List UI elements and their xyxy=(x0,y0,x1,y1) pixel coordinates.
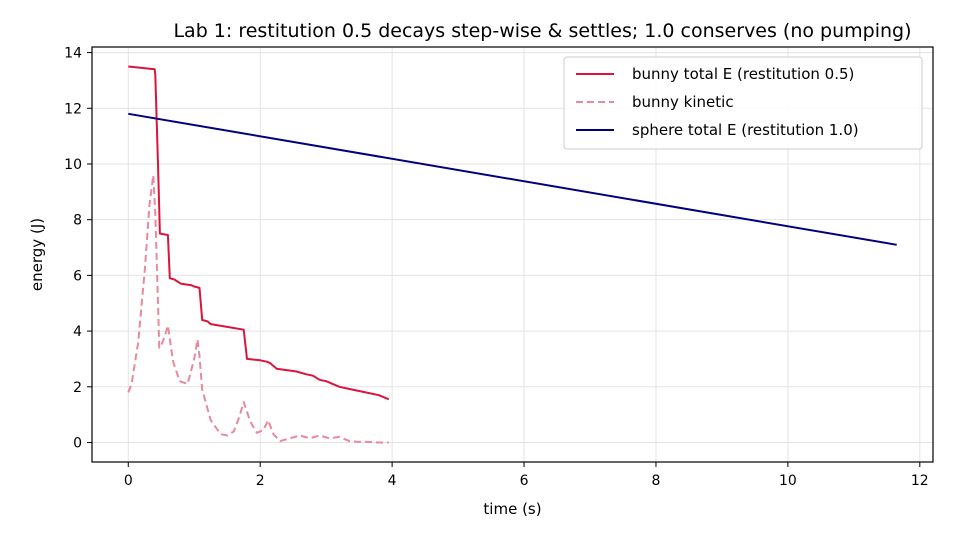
chart-title: Lab 1: restitution 0.5 decays step-wise … xyxy=(173,20,911,42)
series-line-sphere-total xyxy=(128,112,897,246)
x-tick-label: 8 xyxy=(652,473,661,489)
y-tick-label: 8 xyxy=(73,213,82,229)
x-axis-label: time (s) xyxy=(483,500,541,518)
y-tick-label: 4 xyxy=(73,324,82,340)
y-tick-label: 2 xyxy=(73,380,82,396)
series-line-bunny-total xyxy=(128,65,390,401)
y-tick-label: 6 xyxy=(73,268,82,284)
x-tick-label: 4 xyxy=(388,473,397,489)
x-tick-label: 10 xyxy=(779,473,797,489)
y-tick-label: 0 xyxy=(73,436,82,452)
y-tick-label: 10 xyxy=(64,157,82,173)
axis-ticks: 0 2 4 6 8 10 12 0 2 4 6 8 10 12 14 xyxy=(64,46,929,489)
x-tick-label: 12 xyxy=(911,473,929,489)
legend-label-sphere-total: sphere total E (restitution 1.0) xyxy=(632,121,859,139)
legend-label-bunny-kinetic: bunny kinetic xyxy=(632,93,734,111)
legend-box xyxy=(563,56,923,150)
legend: bunny total E (restitution 0.5) bunny ki… xyxy=(563,56,923,150)
plot-series xyxy=(127,65,897,444)
y-axis-label: energy (J) xyxy=(28,218,46,291)
x-tick-label: 6 xyxy=(520,473,529,489)
x-tick-label: 0 xyxy=(124,473,133,489)
x-tick-label: 2 xyxy=(256,473,265,489)
y-tick-label: 12 xyxy=(64,101,82,117)
y-tick-label: 14 xyxy=(64,46,82,62)
legend-label-bunny-total: bunny total E (restitution 0.5) xyxy=(632,65,854,83)
plot-frame xyxy=(91,46,934,463)
series-line-bunny-kinetic xyxy=(127,174,389,444)
